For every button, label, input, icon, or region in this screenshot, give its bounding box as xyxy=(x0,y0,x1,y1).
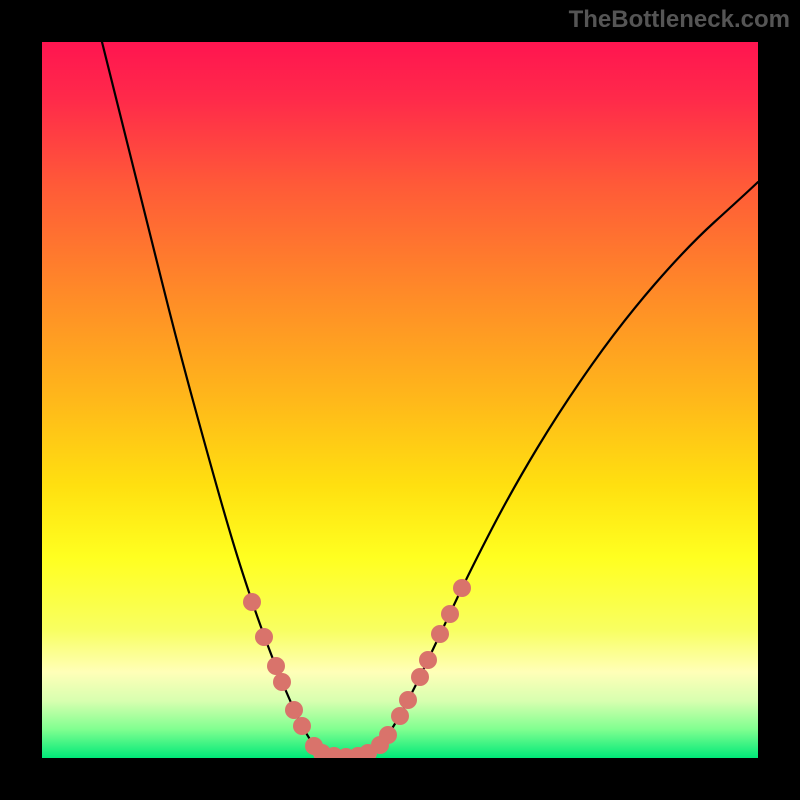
data-point xyxy=(273,673,291,691)
gradient-background xyxy=(42,42,758,758)
data-point xyxy=(255,628,273,646)
data-point xyxy=(411,668,429,686)
data-point xyxy=(285,701,303,719)
data-point xyxy=(441,605,459,623)
plot-svg xyxy=(42,42,758,758)
watermark-text: TheBottleneck.com xyxy=(569,6,790,34)
data-point xyxy=(399,691,417,709)
data-point xyxy=(267,657,285,675)
data-point xyxy=(453,579,471,597)
data-point xyxy=(391,707,409,725)
data-point xyxy=(431,625,449,643)
data-point xyxy=(243,593,261,611)
data-point xyxy=(293,717,311,735)
plot-area xyxy=(42,42,758,758)
data-point xyxy=(419,651,437,669)
chart-container: TheBottleneck.com xyxy=(0,0,800,800)
data-point xyxy=(379,726,397,744)
